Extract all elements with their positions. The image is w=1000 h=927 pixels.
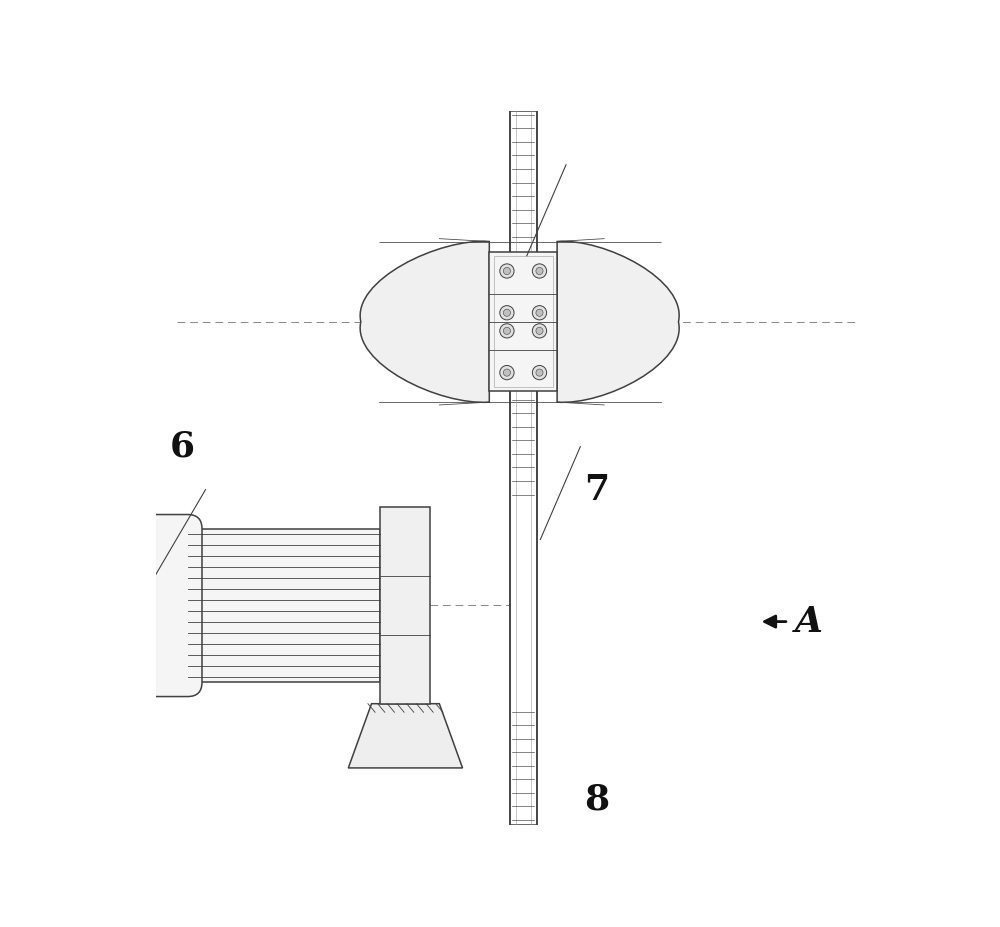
Circle shape [503,327,511,335]
Polygon shape [348,704,463,768]
Circle shape [500,306,514,320]
Circle shape [503,369,511,376]
PathPatch shape [557,241,679,402]
Circle shape [536,327,543,335]
Circle shape [500,264,514,278]
Bar [510,111,537,825]
Circle shape [536,310,543,316]
Bar [380,507,430,704]
Circle shape [536,267,543,274]
Circle shape [532,264,547,278]
Text: 6: 6 [170,430,195,464]
Circle shape [503,267,511,274]
Text: A: A [794,604,822,639]
Bar [494,257,553,387]
Bar [188,528,380,682]
PathPatch shape [360,241,489,402]
Bar [489,252,557,391]
FancyBboxPatch shape [134,514,202,696]
Circle shape [532,306,547,320]
Circle shape [500,365,514,380]
Circle shape [500,324,514,338]
Circle shape [536,369,543,376]
Circle shape [532,365,547,380]
Text: 8: 8 [584,782,609,816]
Text: 7: 7 [584,473,609,506]
Circle shape [532,324,547,338]
Circle shape [503,310,511,316]
